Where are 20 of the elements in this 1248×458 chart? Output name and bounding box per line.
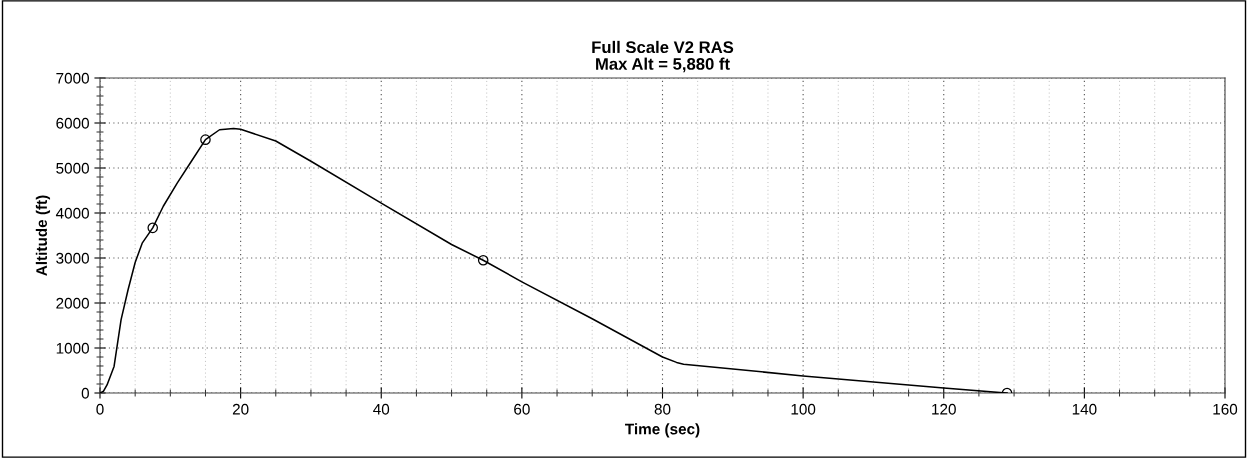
y-tick-label: 4000 (55, 207, 89, 219)
y-tick-label: 2000 (56, 297, 89, 309)
x-tick-label: 120 (932, 403, 956, 415)
y-axis-title: Altitude (ft) (35, 195, 51, 276)
x-axis-title: Time (sec) (625, 423, 700, 438)
chart-title: Full Scale V2 RAS Max Alt = 5,880 ft (592, 40, 734, 73)
x-tick-label: 0 (96, 403, 104, 415)
y-tick-label: 5000 (56, 162, 89, 174)
y-tick-label: 6000 (56, 117, 89, 129)
x-tick-label: 40 (373, 403, 390, 415)
x-tick-label: 140 (1072, 403, 1097, 415)
x-tick-label: 160 (1213, 403, 1238, 415)
y-tick-label: 3000 (56, 252, 89, 264)
x-tick-label: 60 (514, 403, 530, 415)
y-tick-label: 1000 (56, 342, 89, 354)
x-tick-label: 100 (791, 403, 816, 415)
y-tick-label: 0 (81, 387, 89, 399)
x-tick-label: 20 (232, 403, 249, 415)
x-tick-label: 80 (654, 403, 671, 415)
y-tick-label: 7000 (56, 72, 89, 84)
